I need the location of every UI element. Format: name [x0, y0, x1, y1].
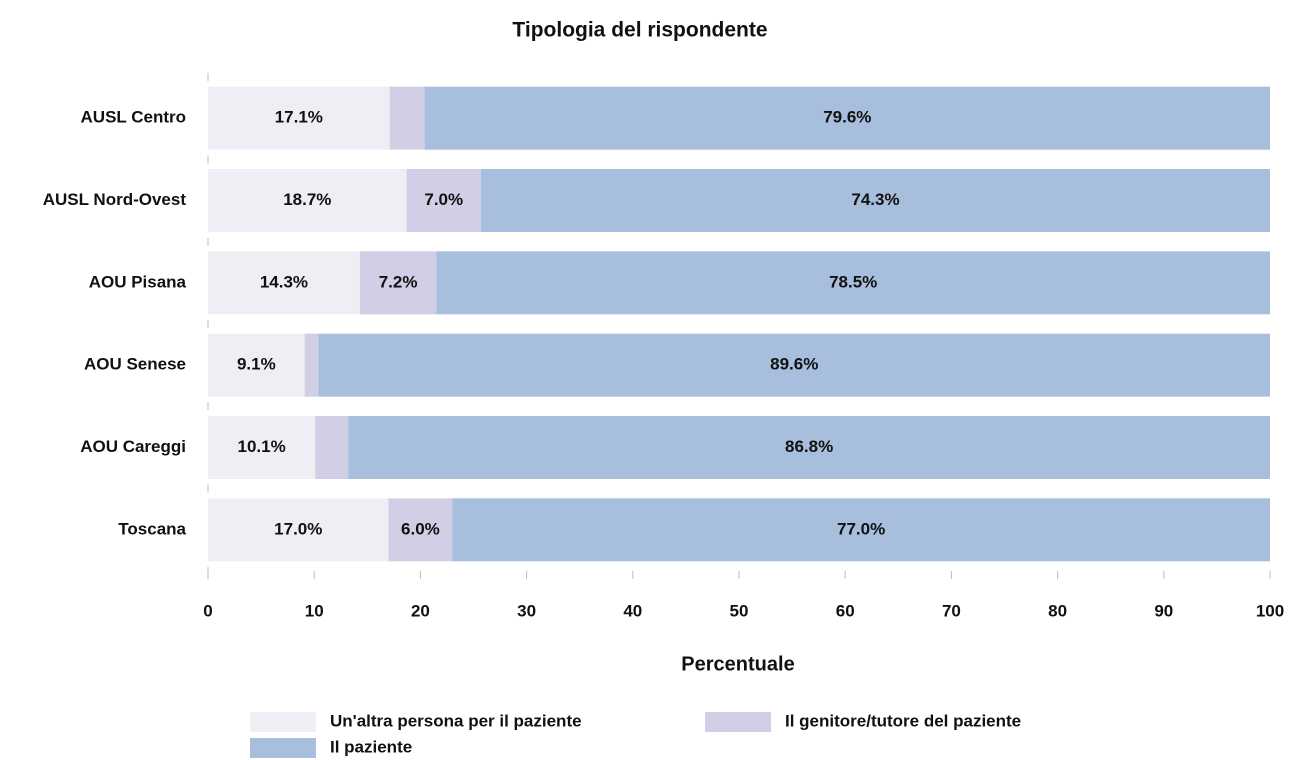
- bar-segment: [424, 86, 1270, 150]
- bar-segment: [208, 251, 360, 315]
- y-tick-label: AOU Careggi: [80, 437, 186, 456]
- x-tick-label: 50: [730, 601, 749, 620]
- bar-segment: [208, 86, 390, 150]
- legend-label: Il paziente: [330, 737, 412, 756]
- data-label: 9.1%: [237, 355, 276, 374]
- data-label: 79.6%: [823, 108, 871, 127]
- x-tick-label: 20: [411, 601, 430, 620]
- x-tick-label: 100: [1256, 601, 1284, 620]
- data-label: 10.1%: [238, 437, 286, 456]
- y-tick-label: Toscana: [118, 519, 186, 538]
- data-label: 17.0%: [274, 519, 322, 538]
- data-label: 14.3%: [260, 272, 308, 291]
- data-label: 89.6%: [770, 355, 818, 374]
- bar-segment: [480, 169, 1271, 232]
- y-tick-label: AOU Pisana: [89, 272, 187, 291]
- bar-segment: [208, 416, 316, 479]
- data-label: 17.1%: [275, 108, 323, 127]
- data-label: 7.0%: [424, 190, 463, 209]
- bar-segment: [208, 498, 389, 562]
- x-tick-label: 80: [1048, 601, 1067, 620]
- data-label: 74.3%: [851, 190, 899, 209]
- legend-label: Un'altra persona per il paziente: [330, 711, 582, 730]
- bar-segment: [359, 251, 437, 315]
- data-label: 6.0%: [401, 519, 440, 538]
- chart-title: Tipologia del rispondente: [512, 19, 767, 42]
- bar-segment: [348, 416, 1271, 479]
- x-axis-title: Percentuale: [681, 653, 794, 675]
- x-tick-label: 10: [305, 601, 324, 620]
- y-tick-label: AUSL Nord-Ovest: [43, 190, 187, 209]
- bar-segment: [452, 498, 1270, 562]
- data-label: 18.7%: [283, 190, 331, 209]
- legend-swatch: [250, 712, 316, 732]
- x-tick-label: 90: [1154, 601, 1173, 620]
- data-label: 86.8%: [785, 437, 833, 456]
- data-label: 77.0%: [837, 519, 885, 538]
- bar-segment: [389, 86, 425, 150]
- y-tick-label: AOU Senese: [84, 355, 186, 374]
- x-tick-label: 0: [203, 601, 212, 620]
- legend-swatch: [250, 738, 316, 758]
- data-label: 78.5%: [829, 272, 877, 291]
- x-tick-label: 60: [836, 601, 855, 620]
- x-tick-label: 40: [623, 601, 642, 620]
- data-label: 7.2%: [379, 272, 418, 291]
- x-tick-label: 30: [517, 601, 536, 620]
- bar-segment: [436, 251, 1271, 315]
- bar-segment: [406, 169, 481, 232]
- bar-segment: [208, 169, 407, 232]
- legend-swatch: [705, 712, 771, 732]
- y-tick-label: AUSL Centro: [81, 108, 186, 127]
- bar-segment: [318, 333, 1270, 397]
- legend-label: Il genitore/tutore del paziente: [785, 711, 1021, 730]
- bar-segment: [208, 333, 305, 397]
- bar-segment: [304, 333, 319, 397]
- bar-segment: [388, 498, 453, 562]
- x-tick-label: 70: [942, 601, 961, 620]
- bar-segment: [315, 416, 349, 479]
